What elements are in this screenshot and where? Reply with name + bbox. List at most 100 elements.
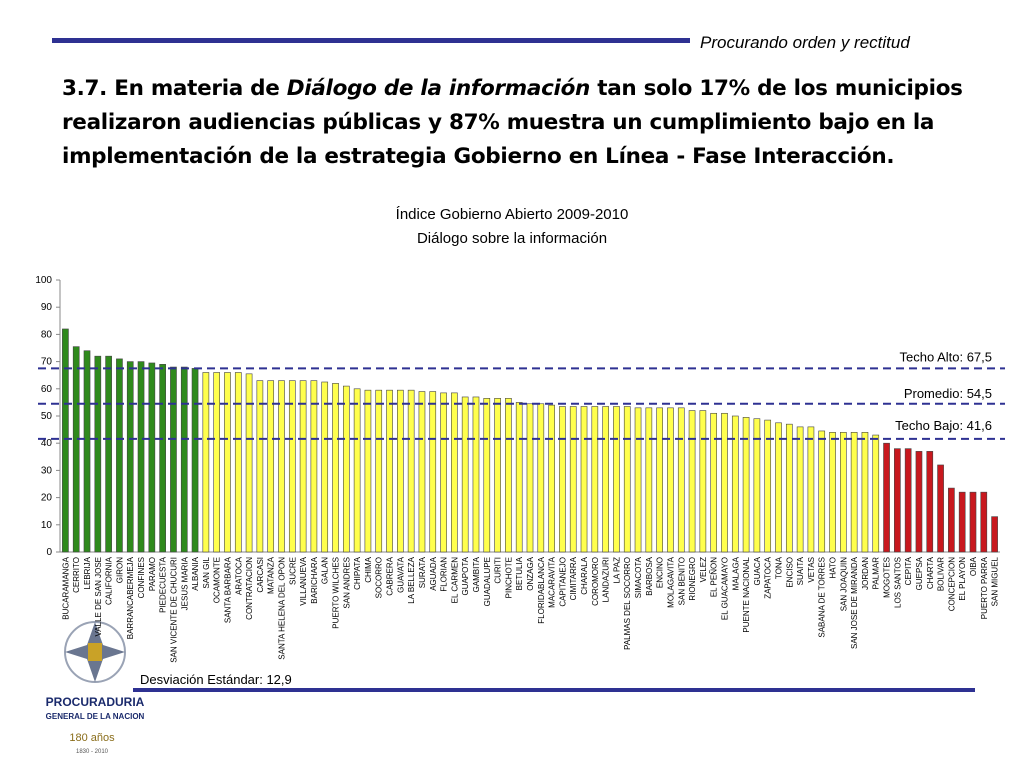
reference-label: Techo Alto: 67,5 — [899, 349, 992, 364]
x-tick-label: BARBOSA — [645, 556, 654, 595]
y-tick-label: 100 — [35, 275, 52, 286]
x-tick-label: LOS SANTOS — [893, 557, 902, 608]
reference-label-bg — [893, 416, 994, 434]
x-tick-label: ONZAGA — [526, 556, 535, 590]
bar — [105, 355, 112, 553]
logo: PROCURADURIA GENERAL DE LA NACION 180 añ… — [46, 621, 145, 755]
bar — [753, 418, 761, 553]
bar — [224, 372, 231, 553]
reference-label-bg — [901, 384, 994, 402]
x-tick-label: SAN JOSE DE MIRANDA — [850, 556, 859, 649]
x-tick-label: TONA — [775, 556, 784, 579]
bar — [202, 372, 210, 553]
bar — [926, 451, 934, 553]
bar — [667, 407, 674, 553]
x-tick-label: SURATA — [418, 556, 427, 588]
bar — [580, 406, 588, 553]
motto: Procurando orden y rectitud — [700, 33, 910, 52]
x-tick-label: OIBA — [969, 556, 978, 576]
bar — [386, 389, 393, 553]
x-tick-label: VETAS — [807, 557, 816, 583]
chart-title: Índice Gobierno Abierto 2009-2010 — [396, 206, 629, 223]
bar — [429, 391, 437, 553]
bar — [310, 380, 318, 553]
heading-end: tan solo 17% de los municipios realizaro… — [62, 76, 963, 169]
x-tick-label: BOLIVAR — [937, 557, 946, 591]
y-tick-label: 30 — [41, 465, 53, 476]
bar — [591, 406, 599, 553]
bar — [894, 448, 901, 553]
x-tick-label: COROMORO — [591, 557, 600, 606]
x-tick-label: CEPITA — [904, 556, 913, 585]
bar — [613, 406, 620, 553]
bar — [569, 406, 577, 553]
bar — [505, 398, 512, 553]
x-tick-label: PARAMO — [148, 557, 157, 591]
x-tick-label: CONFINES — [137, 557, 146, 598]
bar — [397, 389, 404, 553]
bar — [353, 388, 361, 553]
x-tick-label: MACARAVITA — [548, 556, 557, 607]
heading: 3.7. En materia de Diálogo de la informa… — [62, 72, 992, 174]
x-tick-label: ALBANIA — [191, 556, 200, 590]
x-tick-label: CALIFORNIA — [105, 556, 114, 605]
heading-start: 3.7. En materia de — [62, 76, 287, 101]
bar — [483, 398, 491, 553]
y-tick-label: 70 — [41, 357, 53, 368]
x-tick-label: CHARALA — [580, 556, 589, 594]
x-tick-label: FLORIDABLANCA — [537, 556, 546, 623]
y-tick-label: 20 — [41, 493, 53, 504]
bar — [321, 381, 329, 553]
reference-label-bg — [897, 348, 994, 366]
x-tick-label: CAPITANEJO — [558, 557, 567, 607]
bar — [764, 419, 772, 553]
bar — [699, 410, 707, 553]
logo-years: 180 años — [69, 732, 115, 744]
logo-span: 1830 - 2010 — [76, 749, 109, 755]
bar — [418, 391, 426, 553]
bar — [861, 432, 869, 553]
bar — [159, 364, 166, 553]
bar — [958, 491, 966, 553]
footnote: Desviación Estándar: 12,9 — [140, 672, 292, 687]
x-tick-label: LANDAZURI — [602, 557, 611, 602]
x-tick-label: ENCISO — [785, 557, 794, 588]
bar — [440, 392, 447, 553]
logo-shield — [88, 643, 102, 661]
x-tick-label: SAN VICENTE DE CHUCURI — [169, 557, 178, 663]
bar — [829, 432, 836, 553]
x-tick-label: LA BELLEZA — [407, 556, 416, 603]
bar — [677, 407, 685, 553]
bar — [937, 464, 944, 553]
bar — [548, 404, 555, 553]
x-tick-label: SUCRE — [288, 557, 297, 585]
bar — [602, 406, 609, 553]
bar — [72, 346, 80, 553]
bar — [288, 380, 296, 553]
bar — [213, 372, 220, 553]
bar — [62, 328, 69, 553]
x-tick-label: VELEZ — [699, 557, 708, 582]
x-tick-label: CERRITO — [72, 557, 81, 593]
x-tick-label: VALLE DE SAN JOSE — [94, 557, 103, 636]
bar — [191, 368, 199, 553]
x-tick-label: SIMACOTA — [634, 556, 643, 598]
x-tick-label: AGUADA — [429, 556, 438, 590]
bar — [126, 361, 134, 553]
x-tick-label: CHIPATA — [353, 556, 362, 590]
logo-line1: PROCURADURIA — [46, 695, 145, 709]
y-tick-label: 40 — [41, 438, 53, 449]
bar — [710, 412, 718, 553]
x-tick-label: ARATOCA — [234, 556, 243, 595]
x-tick-label: EL PEÑON — [710, 557, 719, 597]
x-tick-label: SAN ANDRES — [342, 557, 351, 609]
x-tick-label: PUENTE NACIONAL — [742, 556, 751, 632]
bar — [137, 361, 145, 553]
bar — [731, 415, 739, 553]
bar — [742, 417, 750, 553]
bar — [472, 396, 480, 553]
x-tick-label: GIRON — [115, 557, 124, 583]
x-tick-label: CIMITARRA — [569, 556, 578, 600]
y-tick-label: 0 — [46, 547, 52, 558]
